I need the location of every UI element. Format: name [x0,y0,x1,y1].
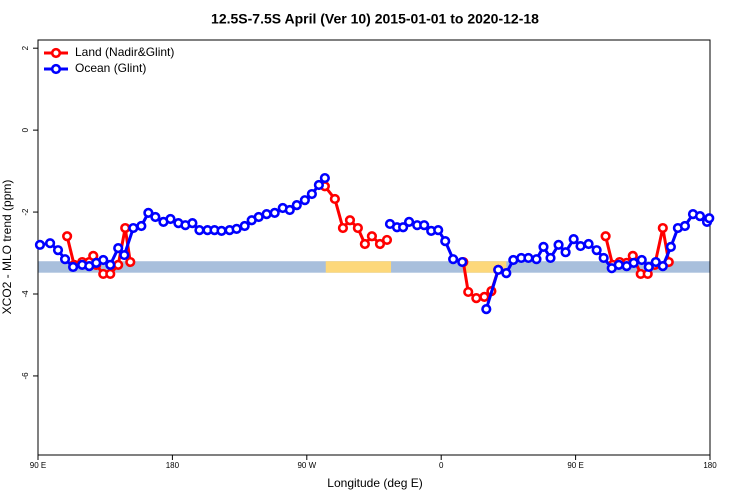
data-point [560,247,571,258]
data-point [128,222,139,234]
data-point [120,222,131,234]
y-tick-label: -2 [21,208,30,216]
data-point [471,292,482,304]
data-point [636,254,647,266]
data-point [433,224,444,236]
data-point [337,222,349,234]
data-point [62,231,73,242]
data-point [313,179,324,191]
chart-title: 12.5S-7.5S April (Ver 10) 2015-01-01 to … [211,11,539,27]
data-point [34,239,46,250]
data-point [575,240,586,252]
data-point [501,268,512,279]
data-point [59,254,71,265]
data-point [52,245,64,256]
data-point [269,207,280,218]
data-point [113,243,124,254]
legend-label: Ocean (Glint) [75,61,146,75]
data-point [344,215,356,226]
data-point [665,241,676,252]
data-point [650,256,661,268]
data-point [136,220,147,232]
data-point [568,234,579,245]
data-point [523,252,534,264]
data-point [165,213,176,225]
data-point [44,238,56,249]
data-point [125,256,136,268]
data-point [194,224,205,236]
y-tick-label: -4 [21,290,30,298]
legend-label: Land (Nadir&Glint) [75,45,174,59]
data-point [448,254,459,265]
data-point [105,259,116,271]
x-tick-label: 90 E [567,461,583,470]
data-point [143,207,154,218]
data-point [538,241,549,252]
data-point [613,259,624,271]
highlight [463,261,507,273]
data-point [628,257,639,268]
data-point [545,252,556,264]
legend-marker [50,63,62,75]
data-point [306,188,317,200]
data-point [119,249,130,261]
data-point [105,268,116,280]
legend-marker [50,47,62,59]
data-point [463,286,474,298]
x-tick-label: 180 [703,461,717,470]
data-point [253,211,264,223]
data-point [481,304,492,315]
y-tick-label: 0 [21,127,30,132]
data-point [98,254,109,266]
data-point [231,223,242,234]
data-point [419,220,430,231]
y-tick-label: -6 [21,372,30,380]
data-point [704,213,715,224]
x-tick-label: 90 E [30,461,46,470]
data-point [216,225,227,237]
data-point [591,245,602,256]
data-point [531,254,542,265]
data-point [479,291,490,302]
y-tick-label: 2 [21,45,30,50]
data-point [457,256,468,268]
data-point [319,172,330,184]
data-point [352,222,363,234]
data-point [440,236,451,247]
data-point [67,261,79,273]
data-point [553,239,564,250]
data-point [643,261,654,273]
data-point [284,204,295,216]
data-point [291,199,302,211]
x-tick-label: 90 W [297,461,316,470]
x-tick-label: 0 [439,461,444,470]
data-point [150,211,161,223]
data-point [381,234,393,246]
y-axis-label: XCO2 - MLO trend (ppm) [0,180,14,315]
x-tick-label: 180 [166,461,180,470]
data-point [583,238,594,250]
x-axis-label: Longitude (deg E) [327,476,422,490]
data-point [508,254,519,266]
data-point [600,231,611,242]
data-point [359,238,370,250]
data-point [374,238,386,250]
data-point [679,220,691,232]
data-point [261,209,272,220]
data-point [366,231,378,242]
data-point [493,264,504,275]
data-point [113,259,124,271]
data-point [657,222,668,234]
data-point [187,218,198,229]
data-point [694,211,706,222]
highlight [325,261,392,273]
data-point [299,195,310,206]
data-point [398,222,409,233]
data-point [598,252,609,264]
data-point [403,216,415,227]
data-point [329,193,340,205]
data-point [239,220,250,232]
data-point [657,261,668,272]
